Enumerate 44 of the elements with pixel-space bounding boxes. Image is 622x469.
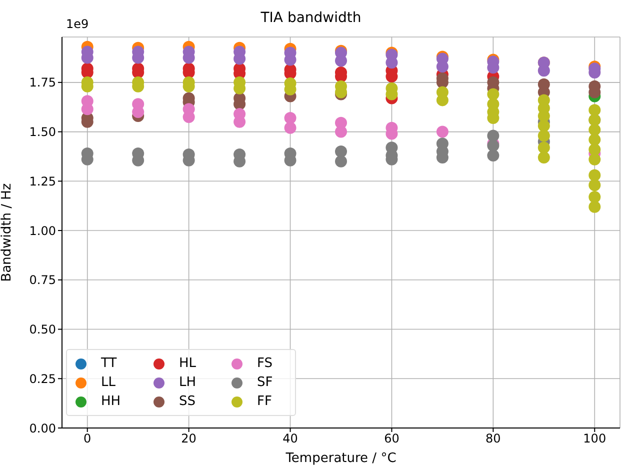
y-tick-label: 1.75 — [29, 76, 56, 90]
point — [487, 130, 500, 142]
y-axis-title: Bandwidth / Hz — [0, 183, 15, 282]
x-tick-label: 40 — [282, 432, 298, 446]
x-tick-label: 20 — [181, 432, 196, 446]
point — [335, 126, 347, 138]
y-tick-label: 0.00 — [29, 421, 56, 436]
point — [335, 155, 347, 168]
point — [538, 151, 550, 164]
x-tick-label: 0 — [84, 432, 92, 446]
legend-label: FS — [257, 356, 273, 371]
x-axis-title: Temperature / °C — [284, 451, 396, 466]
x-tick-label: 80 — [486, 432, 501, 446]
point — [588, 134, 601, 146]
legend-label: SS — [179, 394, 196, 409]
point — [436, 126, 448, 138]
x-tick-label: 100 — [583, 432, 606, 446]
legend-label: TT — [101, 356, 117, 371]
point — [588, 179, 601, 192]
legend-label: HH — [101, 394, 121, 409]
point — [588, 104, 601, 116]
point — [588, 190, 601, 203]
point — [335, 146, 347, 158]
x-tick-label: 60 — [384, 432, 400, 446]
text: 1e9 — [66, 17, 89, 31]
y-tick-label: 0.25 — [29, 372, 56, 386]
point — [538, 130, 550, 142]
legend-label: HL — [179, 356, 196, 371]
point — [284, 112, 296, 124]
point — [284, 122, 296, 134]
legend-label: FF — [257, 394, 272, 409]
y-tick-label: 1.50 — [29, 125, 56, 140]
point — [588, 169, 601, 182]
y-tick-label: 0.75 — [29, 273, 56, 288]
chart-title: TIA bandwidth — [260, 10, 362, 26]
y-tick-label: 0.50 — [29, 322, 56, 337]
point — [538, 142, 550, 154]
point — [588, 200, 601, 213]
y-tick-label: 1.25 — [29, 174, 56, 188]
legend-label: LH — [179, 375, 196, 390]
y-tick-label: 1.00 — [29, 224, 56, 238]
legend-label: LL — [101, 375, 116, 390]
point — [487, 149, 500, 162]
legend-label: SF — [257, 375, 273, 390]
